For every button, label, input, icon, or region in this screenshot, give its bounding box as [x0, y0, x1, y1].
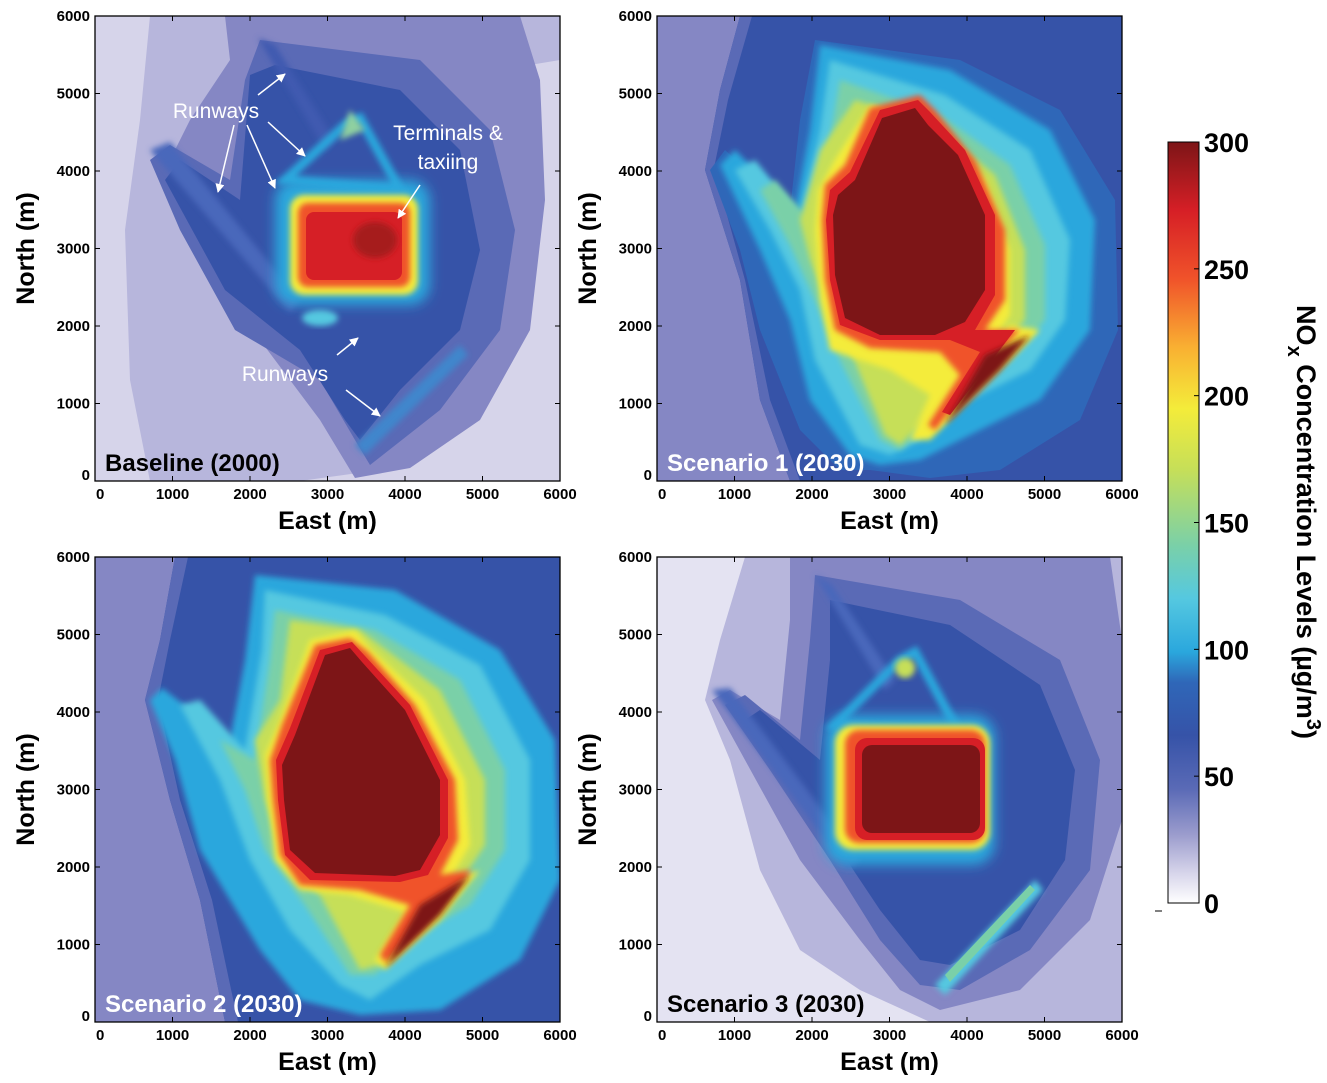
- panel-scenario-1: [656, 15, 1123, 482]
- colorbar-tick-label: 0: [1204, 889, 1219, 919]
- heatmap-scenario-3: [657, 557, 1122, 1022]
- x-tick-label: 5000: [466, 486, 499, 503]
- y-tick-label: 5000: [619, 86, 652, 103]
- x-tick-label: 6000: [543, 486, 576, 503]
- x-tick-label: 5000: [1028, 1027, 1061, 1044]
- x-axis-label: East (m): [840, 1048, 939, 1076]
- y-tick-label: 0: [82, 1008, 90, 1025]
- heatmap-scenario-2: [95, 557, 560, 1022]
- axes-panel-1: 0 1000 2000 3000 4000 5000 6000 0 1000 2000 3000 40…: [12, 8, 577, 535]
- y-tick-label: 1000: [57, 937, 90, 954]
- y-tick-label: 3000: [57, 782, 90, 799]
- annotation-terminals-line1: Terminals &: [393, 122, 503, 145]
- colorbar-tick-label: 150: [1204, 509, 1249, 539]
- y-tick-label: 3000: [57, 241, 90, 258]
- y-tick-label: 6000: [57, 549, 90, 566]
- y-axis-label: North (m): [12, 192, 40, 304]
- y-tick-label: 2000: [57, 859, 90, 876]
- y-tick-label: 5000: [619, 627, 652, 644]
- y-tick-label: 6000: [57, 8, 90, 25]
- x-axis-label: East (m): [278, 1048, 377, 1076]
- x-tick-label: 3000: [311, 1027, 344, 1044]
- y-tick-label: 1000: [619, 396, 652, 413]
- x-tick-label: 2000: [795, 1027, 828, 1044]
- y-tick-label: 3000: [619, 782, 652, 799]
- y-tick-label: 5000: [57, 627, 90, 644]
- y-tick-label: 2000: [619, 318, 652, 335]
- x-tick-label: 6000: [1105, 1027, 1138, 1044]
- annotation-runways-top: Runways: [173, 100, 259, 123]
- y-axis-label: North (m): [12, 733, 40, 845]
- y-tick-label: 0: [644, 1008, 652, 1025]
- x-tick-label: 5000: [466, 1027, 499, 1044]
- y-tick-label: 5000: [57, 86, 90, 103]
- y-tick-label: 2000: [57, 318, 90, 335]
- colorbar-tick-label: 300: [1204, 128, 1249, 158]
- axes-panel-2: 0 1000 2000 3000 4000 5000 6000 0 1000 2000 3000 40…: [574, 8, 1139, 535]
- colorbar-label: NOx Concentration Levels (µg/m3): [1283, 305, 1324, 739]
- colorbar-gradient: [1167, 141, 1200, 904]
- colorbar-tick-label: 50: [1204, 762, 1234, 792]
- colorbar-tick-label: 100: [1204, 635, 1249, 665]
- y-tick-label: 1000: [57, 396, 90, 413]
- colorbar-tick-label: 250: [1204, 255, 1249, 285]
- x-tick-label: 4000: [388, 1027, 421, 1044]
- colorbar-tick-label: 200: [1204, 382, 1249, 412]
- x-tick-label: 0: [96, 486, 104, 503]
- y-tick-label: 6000: [619, 8, 652, 25]
- x-axis-label: East (m): [840, 507, 939, 535]
- annotation-arrows: [215, 73, 421, 417]
- panel-title: Scenario 1 (2030): [667, 450, 864, 477]
- axes-panel-4: 0 1000 2000 3000 4000 5000 6000 0 1000 2000 3000 40…: [574, 549, 1139, 1076]
- y-axis-label: North (m): [574, 733, 602, 845]
- heatmap-scenario-1: [657, 16, 1122, 481]
- y-axis-label: North (m): [574, 192, 602, 304]
- annotation-runways-bottom: Runways: [242, 363, 328, 386]
- axes-layer: 0 1000 2000 3000 4000 5000 6000 0 1000 2000 3000 40…: [12, 8, 1139, 1076]
- x-tick-label: 4000: [950, 1027, 983, 1044]
- x-tick-label: 3000: [311, 486, 344, 503]
- y-tick-label: 0: [82, 467, 90, 484]
- x-tick-label: 5000: [1028, 486, 1061, 503]
- panel-scenario-3: [656, 556, 1123, 1023]
- x-tick-label: 4000: [388, 486, 421, 503]
- panel-scenario-2: [94, 556, 561, 1023]
- x-axis-label: East (m): [278, 507, 377, 535]
- panel-baseline: Runways Terminals & taxiing Runways: [94, 15, 561, 482]
- x-tick-label: 2000: [233, 486, 266, 503]
- y-tick-label: 3000: [619, 241, 652, 258]
- y-tick-label: 6000: [619, 549, 652, 566]
- panel-title: Scenario 2 (2030): [105, 991, 302, 1018]
- x-tick-label: 2000: [795, 486, 828, 503]
- y-tick-label: 4000: [57, 704, 90, 721]
- y-tick-label: 4000: [57, 163, 90, 180]
- x-tick-label: 6000: [1105, 486, 1138, 503]
- y-tick-label: 2000: [619, 859, 652, 876]
- colorbar: 0 50 100 150 200 250 300 NOx Concentration Lev…: [1155, 128, 1324, 919]
- x-tick-label: 3000: [873, 486, 906, 503]
- y-tick-label: 0: [644, 467, 652, 484]
- x-tick-label: 3000: [873, 1027, 906, 1044]
- x-tick-label: 1000: [718, 486, 751, 503]
- y-tick-label: 1000: [619, 937, 652, 954]
- y-tick-label: 4000: [619, 704, 652, 721]
- x-tick-label: 6000: [543, 1027, 576, 1044]
- x-tick-label: 0: [96, 1027, 104, 1044]
- panel-title: Baseline (2000): [105, 450, 280, 477]
- x-tick-label: 0: [658, 486, 666, 503]
- annotation-terminals-line2: taxiing: [418, 151, 479, 174]
- x-tick-label: 0: [658, 1027, 666, 1044]
- x-tick-label: 2000: [233, 1027, 266, 1044]
- panel-title: Scenario 3 (2030): [667, 991, 864, 1018]
- x-tick-label: 1000: [156, 1027, 189, 1044]
- x-tick-label: 4000: [950, 486, 983, 503]
- x-tick-label: 1000: [718, 1027, 751, 1044]
- colorbar-ticks: 0 50 100 150 200 250 300: [1194, 128, 1249, 919]
- axes-panel-3: 0 1000 2000 3000 4000 5000 6000 0 1000 2000 3000 40…: [12, 549, 577, 1076]
- heatmap-baseline: [95, 16, 560, 481]
- y-tick-label: 4000: [619, 163, 652, 180]
- x-tick-label: 1000: [156, 486, 189, 503]
